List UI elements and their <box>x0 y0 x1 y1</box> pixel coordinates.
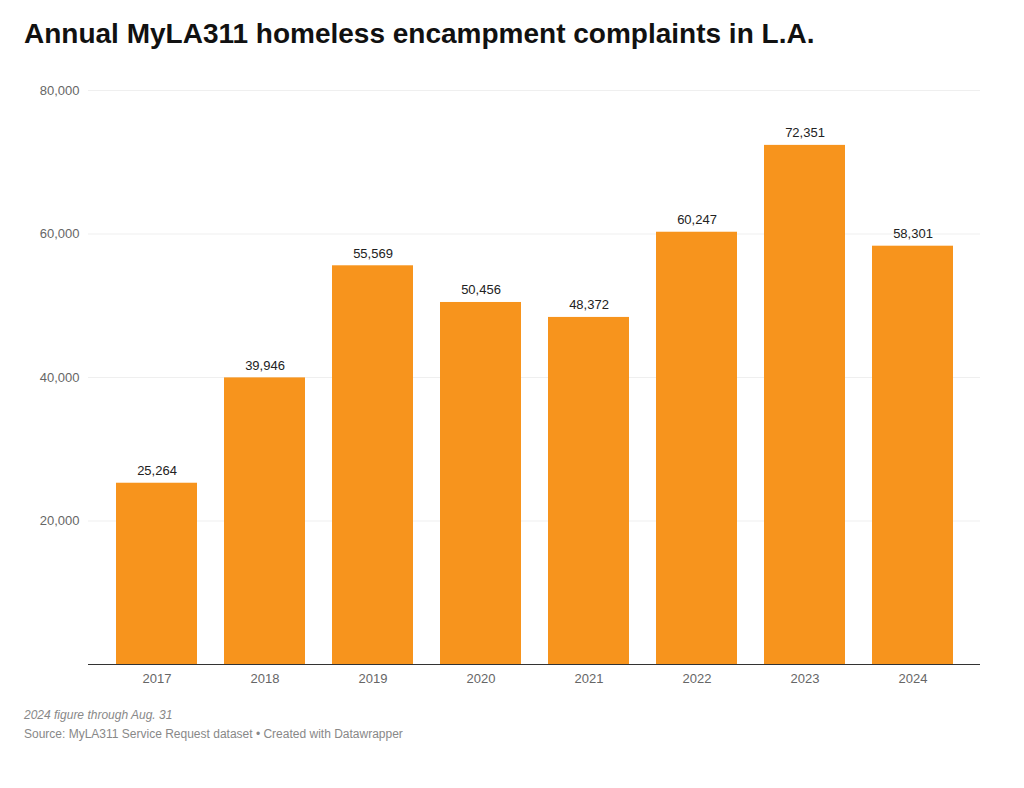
svg-text:2019: 2019 <box>359 671 388 686</box>
svg-text:2022: 2022 <box>683 671 712 686</box>
svg-text:48,372: 48,372 <box>569 297 609 312</box>
svg-text:40,000: 40,000 <box>40 370 80 385</box>
html-text:2024 figure through Aug. 31: 2024 figure through Aug. 31 <box>24 708 173 722</box>
html-text:Source: MyLA311 Service Reques: Source: MyLA311 Service Request dataset … <box>24 727 403 742</box>
svg-text:2024: 2024 <box>899 671 928 686</box>
svg-text:60,247: 60,247 <box>677 212 717 227</box>
svg-text:2021: 2021 <box>575 671 604 686</box>
svg-text:25,264: 25,264 <box>137 463 177 478</box>
svg-text:2018: 2018 <box>251 671 280 686</box>
svg-text:20,000: 20,000 <box>40 513 80 528</box>
svg-text:39,946: 39,946 <box>245 358 285 373</box>
svg-text:2020: 2020 <box>467 671 496 686</box>
svg-text:55,569: 55,569 <box>353 246 393 261</box>
svg-text:72,351: 72,351 <box>785 125 825 140</box>
svg-text:60,000: 60,000 <box>40 226 80 241</box>
svg-text:58,301: 58,301 <box>893 226 933 241</box>
svg-text:80,000: 80,000 <box>40 83 80 98</box>
svg-text:2017: 2017 <box>143 671 172 686</box>
html-text:Annual MyLA311 homeless encamp: Annual MyLA311 homeless encampment compl… <box>24 18 815 49</box>
svg-text:50,456: 50,456 <box>461 282 501 297</box>
svg-text:2023: 2023 <box>791 671 820 686</box>
